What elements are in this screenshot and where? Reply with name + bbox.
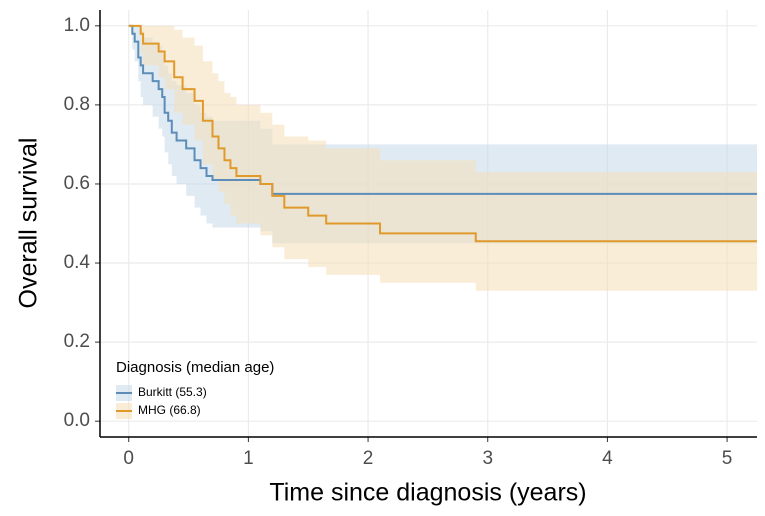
x-tick-label: 5 bbox=[722, 448, 733, 469]
x-tick-label: 1 bbox=[243, 448, 254, 469]
y-tick-label: 1.0 bbox=[64, 15, 90, 36]
y-tick-label: 0.2 bbox=[64, 331, 90, 352]
legend-label: Burkitt (55.3) bbox=[138, 385, 207, 399]
y-tick-label: 0.8 bbox=[64, 94, 90, 115]
survival-line bbox=[128, 24, 757, 195]
legend-title: Diagnosis (median age) bbox=[116, 359, 274, 376]
y-axis-label: Overall survival bbox=[15, 138, 43, 309]
x-tick-label: 3 bbox=[482, 448, 493, 469]
x-tick-label: 0 bbox=[123, 448, 134, 469]
survival-line bbox=[128, 24, 757, 243]
x-tick-label: 2 bbox=[363, 448, 374, 469]
y-tick-label: 0.4 bbox=[64, 252, 91, 273]
x-tick-label: 4 bbox=[602, 448, 613, 469]
x-axis-label: Time since diagnosis (years) bbox=[269, 479, 586, 507]
legend-label: MHG (66.8) bbox=[138, 403, 201, 417]
y-tick-label: 0.0 bbox=[64, 410, 90, 431]
confidence-band bbox=[128, 25, 757, 291]
y-tick-label: 0.6 bbox=[64, 173, 90, 194]
